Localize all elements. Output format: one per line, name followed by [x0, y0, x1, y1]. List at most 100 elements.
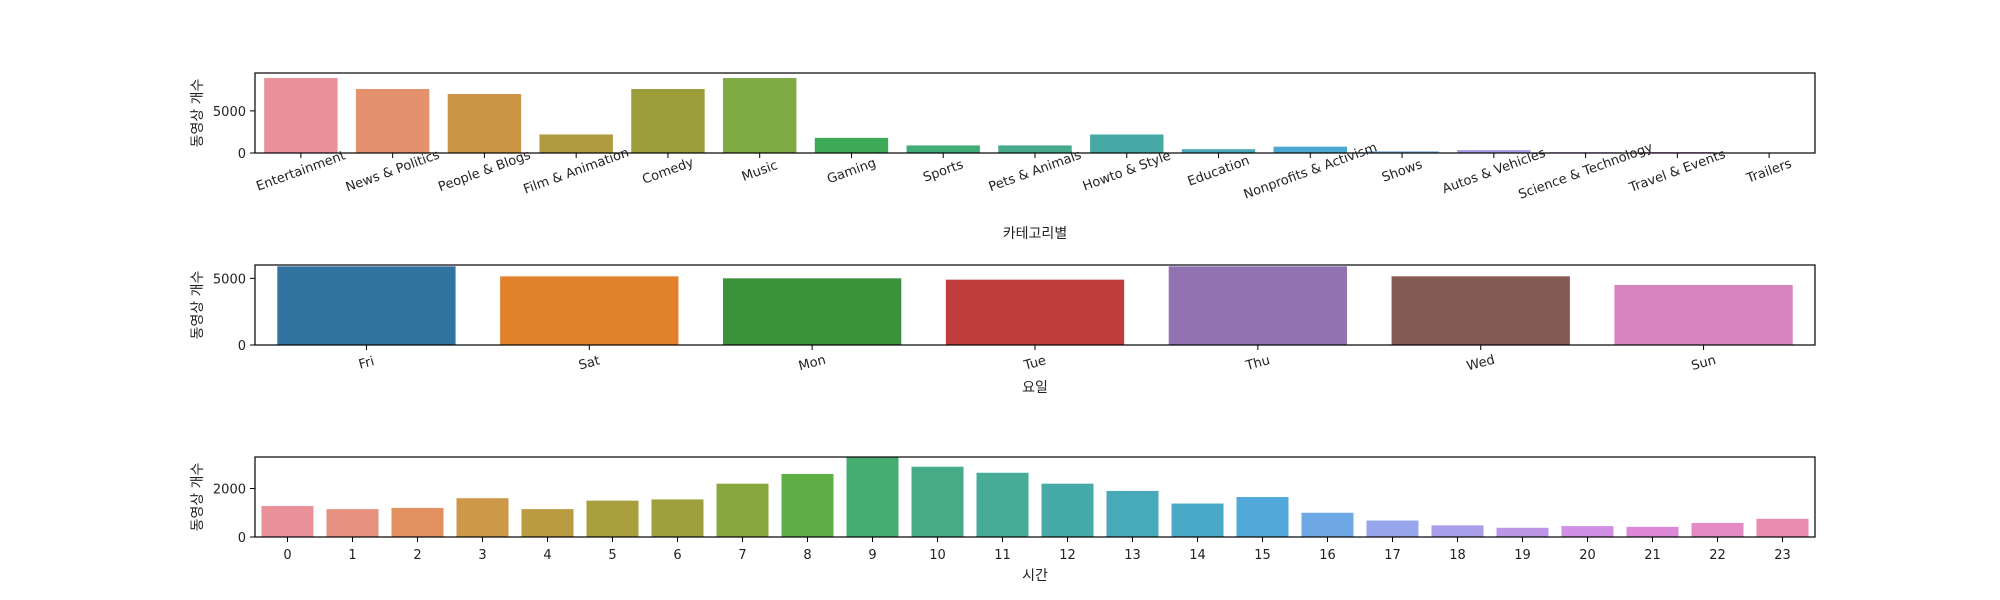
hour-xtick-label-11: 11	[994, 548, 1011, 563]
weekday-xticks: Fri Sat Mon Tue Thu Wed Sun	[357, 345, 1718, 375]
hour-xtick-label-4: 4	[543, 548, 551, 563]
hour-xtick-label-12: 12	[1059, 548, 1076, 563]
hour-bar-18	[1431, 525, 1484, 537]
weekday-bar-2	[723, 278, 902, 345]
weekday-bars	[277, 266, 1793, 345]
hour-xtick-label-3: 3	[478, 548, 486, 563]
hour-ytick-label-0: 0	[238, 531, 246, 546]
weekday-ylabel: 동영상 개수	[190, 270, 206, 339]
weekday-ytick-label-0: 0	[238, 339, 246, 354]
weekday-xtick-label-2: Mon	[797, 353, 827, 375]
weekday-xtick-label-5: Wed	[1465, 353, 1496, 375]
category-bar-3	[539, 134, 613, 153]
hour-xtick-label-13: 13	[1124, 548, 1141, 563]
hour-bar-12	[1041, 483, 1094, 537]
hour-bars	[261, 457, 1809, 537]
hour-yticks: 0 2000	[213, 483, 255, 546]
category-ytick-label-1: 5000	[213, 105, 246, 120]
category-bar-5	[723, 78, 797, 153]
hour-bar-8	[781, 473, 834, 537]
category-bar-4	[631, 89, 705, 153]
hour-xtick-label-5: 5	[608, 548, 616, 563]
weekday-xlabel: 요일	[1022, 380, 1048, 396]
weekday-xtick-label-1: Sat	[577, 353, 601, 373]
category-bar-13	[1457, 150, 1531, 153]
category-bar-6	[814, 137, 889, 153]
hour-xtick-label-21: 21	[1644, 548, 1661, 563]
hour-bar-7	[716, 483, 769, 537]
hour-bar-17	[1366, 520, 1419, 537]
weekday-bar-5	[1391, 276, 1570, 345]
category-yticks: 0 5000	[213, 105, 255, 162]
weekday-xtick-label-6: Sun	[1690, 353, 1718, 374]
hour-bar-19	[1496, 527, 1549, 537]
category-bars	[264, 78, 1806, 153]
hour-chart: 0 1 2 3 4 5 6 7 8 9 10 11 12 13 14 15 16 17 18 19 20 21 22 23 0…	[190, 456, 1816, 584]
hour-axes-frame	[254, 456, 1816, 538]
hour-xtick-label-22: 22	[1709, 548, 1726, 563]
weekday-yticks: 0 5000	[213, 272, 255, 354]
hour-bar-4	[521, 509, 574, 537]
weekday-bar-1	[500, 276, 679, 345]
hour-xtick-label-6: 6	[673, 548, 681, 563]
weekday-bar-3	[945, 279, 1125, 345]
weekday-xtick-label-4: Thu	[1243, 353, 1271, 374]
weekday-xtick-label-3: Tue	[1021, 353, 1047, 373]
category-bar-10	[1181, 149, 1256, 153]
hour-bar-14	[1171, 503, 1224, 537]
hour-xtick-label-14: 14	[1189, 548, 1206, 563]
hour-bar-20	[1561, 526, 1614, 537]
category-bar-11	[1273, 146, 1347, 153]
category-bar-12	[1365, 151, 1439, 153]
hour-xticks: 0 1 2 3 4 5 6 7 8 9 10 11 12 13 14 15 16 17 18 19 20 21 22 23	[283, 537, 1791, 563]
hour-bar-21	[1626, 526, 1679, 537]
hour-xtick-label-9: 9	[868, 548, 876, 563]
hour-bar-11	[976, 472, 1029, 537]
hour-xtick-label-2: 2	[413, 548, 421, 563]
hour-bar-22	[1691, 522, 1744, 537]
hour-ylabel: 동영상 개수	[190, 462, 206, 531]
category-xlabel: 카테고리별	[1003, 226, 1067, 242]
category-bar-2	[447, 94, 522, 153]
hour-xtick-label-8: 8	[803, 548, 811, 563]
category-bar-1	[355, 89, 430, 153]
hour-xtick-label-20: 20	[1579, 548, 1596, 563]
hour-xtick-label-19: 19	[1514, 548, 1531, 563]
hour-xtick-label-7: 7	[738, 548, 746, 563]
category-ylabel: 동영상 개수	[190, 78, 206, 147]
hour-xtick-label-0: 0	[283, 548, 291, 563]
hour-bar-0	[261, 505, 314, 537]
hour-xtick-label-10: 10	[929, 548, 946, 563]
hour-bar-13	[1106, 490, 1159, 537]
hour-bar-1	[326, 509, 379, 537]
hour-ytick-label-1: 2000	[213, 483, 246, 498]
weekday-ytick-label-1: 5000	[213, 272, 246, 287]
hour-bar-9	[846, 457, 899, 537]
hour-bar-16	[1301, 512, 1354, 537]
weekday-bar-0	[277, 266, 456, 345]
weekday-chart: Fri Sat Mon Tue Thu Wed Sun 0 5000 요일 동영상 개수	[190, 264, 1816, 396]
weekday-bar-6	[1614, 285, 1793, 345]
category-bar-9	[1090, 134, 1164, 153]
category-ytick-label-0: 0	[238, 147, 246, 162]
hour-xtick-label-1: 1	[348, 548, 356, 563]
hour-bar-5	[586, 500, 639, 537]
weekday-xtick-label-0: Fri	[357, 354, 376, 373]
hour-xtick-label-17: 17	[1384, 548, 1401, 563]
category-bar-7	[906, 145, 980, 153]
category-bar-0	[264, 78, 338, 153]
hour-bar-10	[911, 466, 964, 537]
hour-bar-15	[1236, 497, 1289, 537]
hour-bar-23	[1756, 518, 1809, 537]
hour-bar-3	[456, 498, 509, 537]
weekday-bar-4	[1168, 266, 1347, 345]
hour-xtick-label-18: 18	[1449, 548, 1466, 563]
hour-xtick-label-16: 16	[1319, 548, 1336, 563]
hour-bar-2	[391, 507, 444, 537]
hour-xtick-label-15: 15	[1254, 548, 1271, 563]
hour-xtick-label-23: 23	[1774, 548, 1791, 563]
hour-xlabel: 시간	[1022, 568, 1048, 584]
category-bar-8	[998, 145, 1072, 153]
hour-bar-6	[651, 499, 704, 537]
